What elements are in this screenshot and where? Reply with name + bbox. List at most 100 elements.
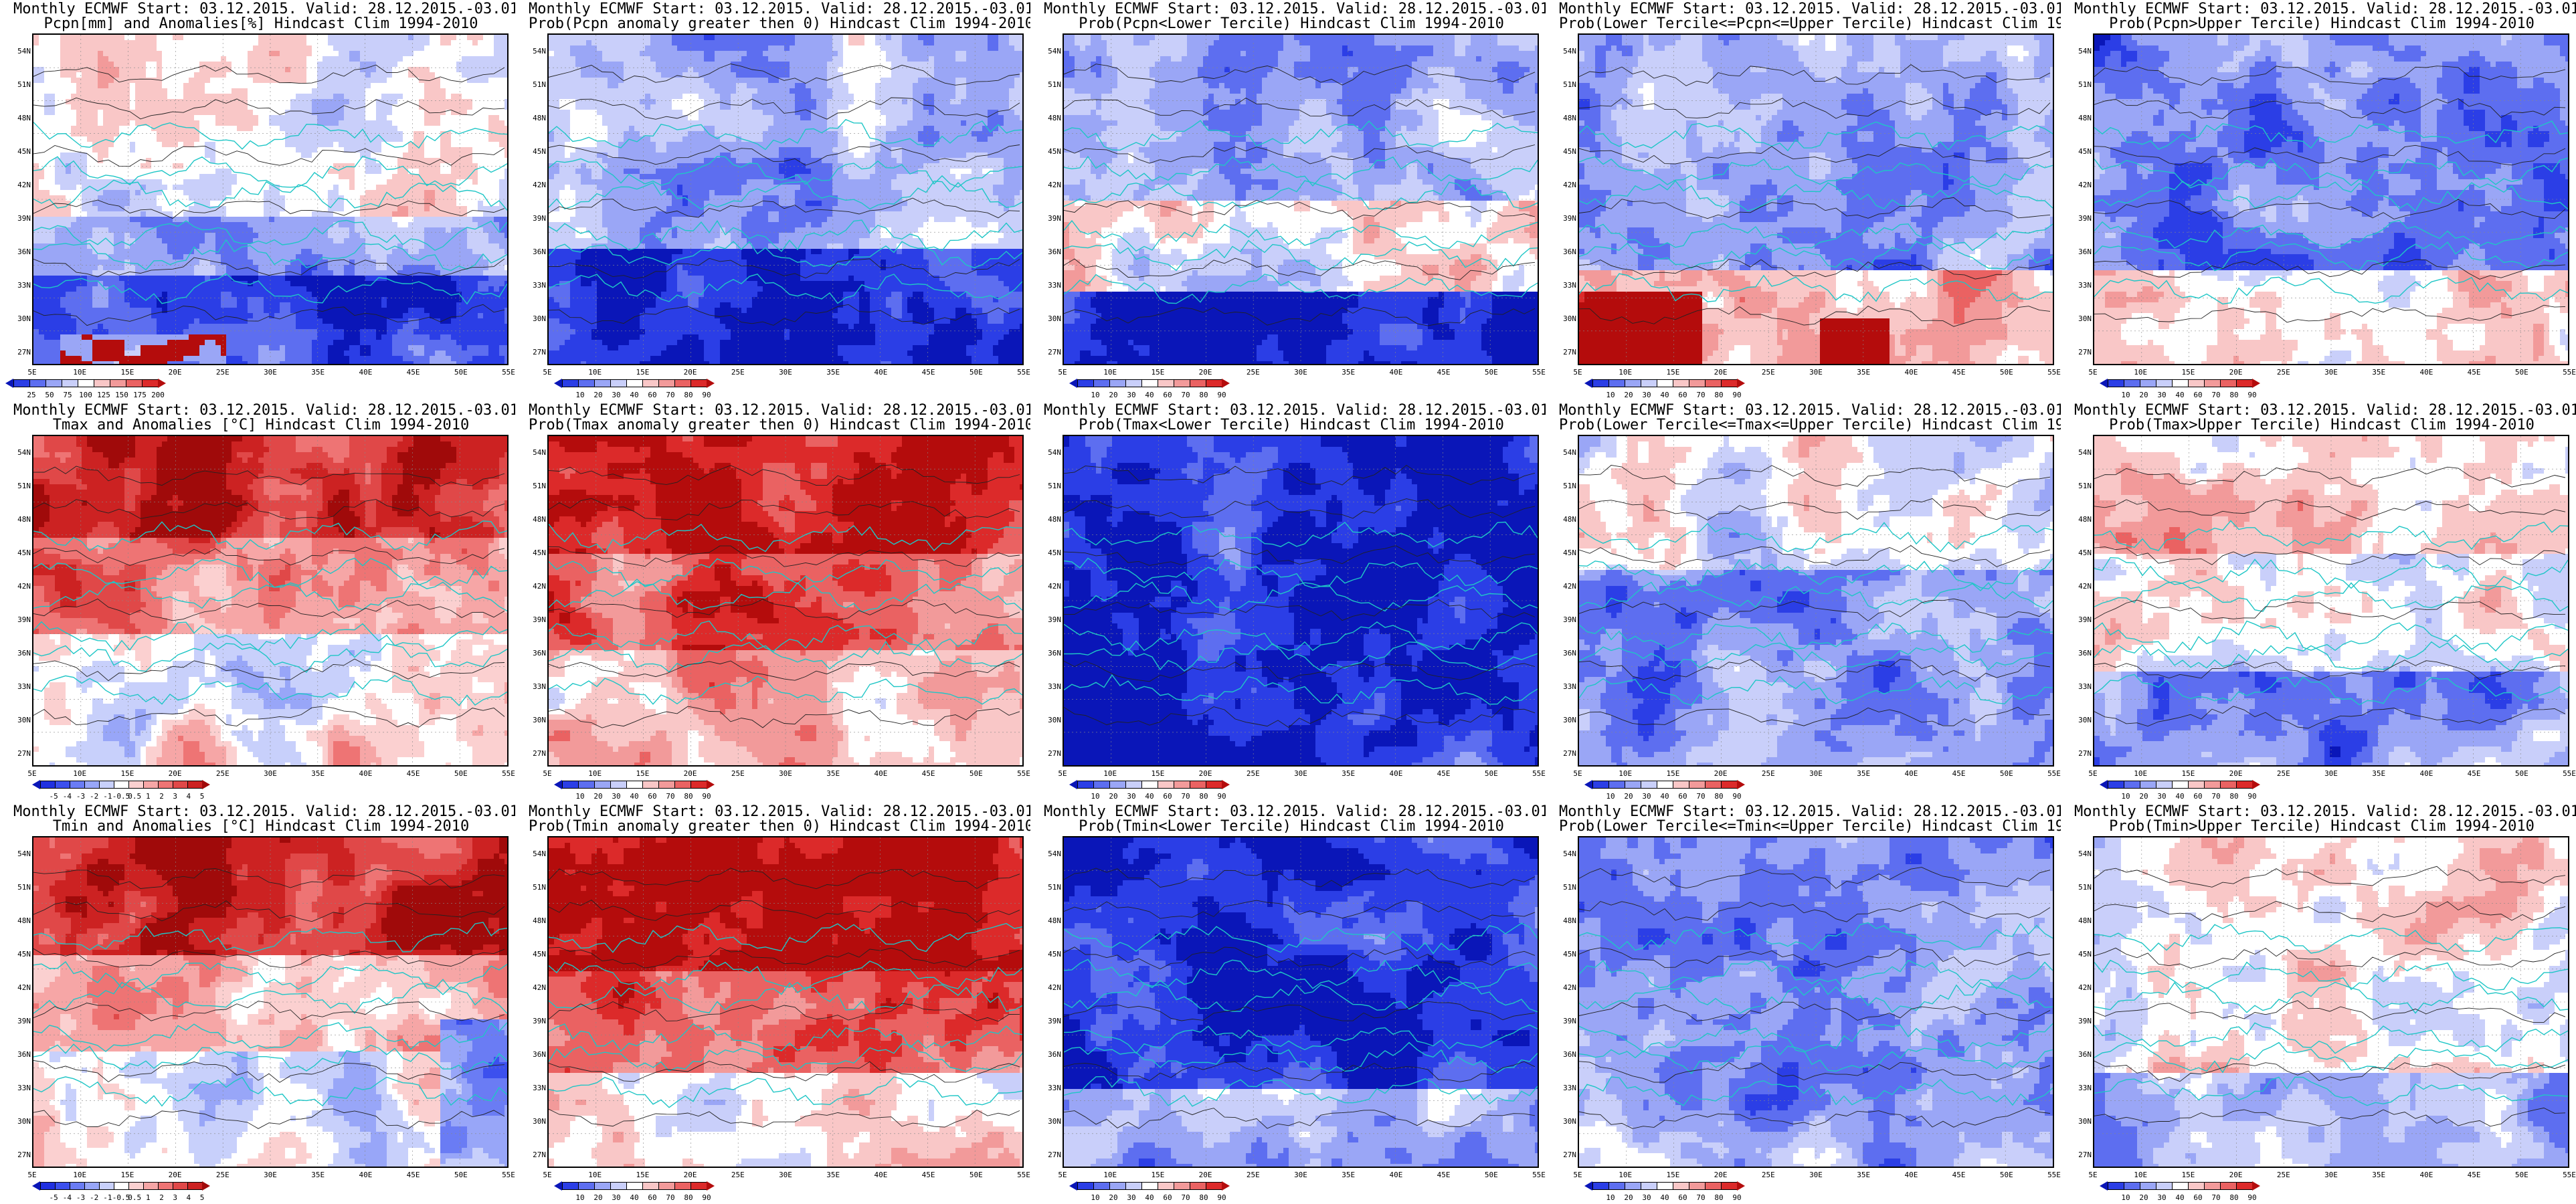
lat-label: 51N (1042, 482, 1061, 490)
lat-label: 42N (1558, 582, 1576, 591)
lon-label: 35E (1857, 769, 1870, 778)
colorbar-segment (1093, 379, 1109, 387)
colorbar-segment (187, 1182, 202, 1190)
lon-label: 25E (216, 368, 229, 377)
lat-label: 51N (12, 482, 31, 490)
colorbar-tick-label: -3 (76, 1193, 85, 1202)
lat-label: 48N (1042, 114, 1061, 122)
lat-label: 39N (527, 615, 546, 624)
lon-label: 30E (2324, 368, 2338, 377)
colorbar-segment (1190, 1182, 1206, 1190)
colorbar-tick-label: 70 (1696, 792, 1705, 801)
colorbar-tick-label: 90 (2247, 391, 2256, 399)
colorbar-segment (1206, 379, 1222, 387)
lon-label: 45E (922, 368, 935, 377)
colorbar-tick-label: 30 (1127, 1193, 1135, 1202)
colorbar-tick-label: 80 (1714, 1193, 1723, 1202)
map-frame (547, 836, 1024, 1168)
lat-label: 54N (12, 849, 31, 858)
lat-label: 48N (2073, 916, 2092, 925)
colorbar-arrow-right (1222, 1181, 1230, 1191)
colorbar-segment (158, 1182, 173, 1190)
colorbar-segment (562, 379, 578, 387)
lat-label: 42N (1558, 181, 1576, 189)
colorbar-segment (626, 379, 642, 387)
colorbar-tick-label: 20 (2139, 792, 2148, 801)
colorbar-tick-label: -3 (76, 792, 85, 801)
colorbar-segment (1608, 1182, 1625, 1190)
lat-label: 51N (2073, 482, 2092, 490)
colorbar-segment (674, 379, 691, 387)
panel-subtitle: Prob(Lower Tercile<=Tmin<=Upper Tercile)… (1559, 819, 2054, 835)
colorbar-segment (1158, 379, 1174, 387)
lat-label: 27N (2073, 348, 2092, 357)
colorbar-tick-label: 10 (575, 792, 584, 801)
lat-label: 39N (527, 214, 546, 223)
colorbar-arrow-left (554, 379, 562, 388)
lat-label: 48N (2073, 515, 2092, 524)
lon-label: 40E (359, 1171, 372, 1179)
colorbar-tick-label: 40 (1145, 1193, 1154, 1202)
colorbar-segment (1125, 1182, 1141, 1190)
map-field (2094, 837, 2568, 1167)
colorbar-tick-label: 80 (684, 391, 693, 399)
colorbar-tick-label: 10 (2121, 792, 2130, 801)
colorbar-arrow-left (1069, 379, 1077, 388)
colorbar-segment (1174, 1182, 1190, 1190)
colorbar-segment (1190, 781, 1206, 789)
lat-label: 39N (1042, 615, 1061, 624)
lon-label: 20E (2229, 368, 2243, 377)
lat-label: 54N (1558, 448, 1576, 457)
map-panel: Monthly ECMWF Start: 03.12.2015. Valid: … (0, 803, 515, 1204)
lon-label: 35E (311, 1171, 325, 1179)
colorbar-arrow-left (554, 780, 562, 789)
lon-label: 40E (1904, 1171, 1918, 1179)
colorbar-tick-label: -5 (50, 792, 58, 801)
lon-label: 5E (543, 1171, 551, 1179)
colorbar-segment (110, 379, 126, 387)
colorbar-segment (2204, 379, 2220, 387)
lon-label: 40E (2419, 1171, 2433, 1179)
colorbar-segment (1705, 1182, 1721, 1190)
colorbar-tick-label: 90 (2247, 792, 2256, 801)
lon-label: 55E (1532, 769, 1546, 778)
lon-label: 15E (120, 1171, 134, 1179)
lat-label: 27N (12, 1150, 31, 1159)
lon-label: 30E (779, 1171, 792, 1179)
colorbar (2100, 379, 2260, 388)
colorbar-segment (1174, 781, 1190, 789)
lon-label: 15E (1151, 769, 1164, 778)
map-frame (2093, 836, 2569, 1168)
lon-label: 30E (264, 1171, 277, 1179)
lat-label: 48N (12, 114, 31, 122)
lon-label: 20E (1714, 368, 1728, 377)
colorbar-segment (1093, 1182, 1109, 1190)
colorbar-tick-label: 80 (2229, 1193, 2238, 1202)
lon-label: 45E (407, 368, 420, 377)
map-field (33, 837, 507, 1167)
colorbar-segment (1657, 379, 1673, 387)
colorbar-segment (40, 781, 55, 789)
colorbar-segment (1625, 379, 1641, 387)
lat-label: 36N (1042, 1050, 1061, 1059)
lon-label: 35E (1342, 368, 1355, 377)
lon-label: 25E (1762, 769, 1775, 778)
lat-label: 27N (12, 749, 31, 758)
colorbar-tick-label: 70 (1696, 391, 1705, 399)
colorbar-tick-label: 30 (1642, 391, 1651, 399)
colorbar-tick-label: 30 (612, 391, 620, 399)
colorbar-tick-label: 75 (63, 391, 72, 399)
colorbar-segment (674, 781, 691, 789)
colorbar-tick-label: 30 (1642, 1193, 1651, 1202)
colorbar-tick-label: 60 (1678, 1193, 1687, 1202)
lon-label: 5E (543, 368, 551, 377)
lon-label: 5E (1573, 368, 1582, 377)
lon-label: 35E (311, 368, 325, 377)
lon-label: 45E (2468, 1171, 2481, 1179)
colorbar-tick-label: 10 (2121, 391, 2130, 399)
colorbar-arrow-right (1737, 1181, 1745, 1191)
colorbar-segment (1641, 781, 1657, 789)
lon-label: 55E (2563, 368, 2576, 377)
lon-label: 50E (2000, 368, 2013, 377)
lon-label: 5E (2088, 368, 2097, 377)
